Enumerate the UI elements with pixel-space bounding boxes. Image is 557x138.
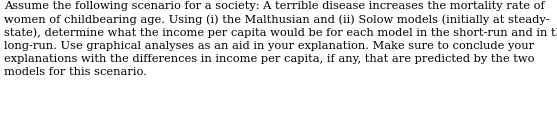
- Text: Assume the following scenario for a society: A terrible disease increases the mo: Assume the following scenario for a soci…: [4, 1, 557, 77]
